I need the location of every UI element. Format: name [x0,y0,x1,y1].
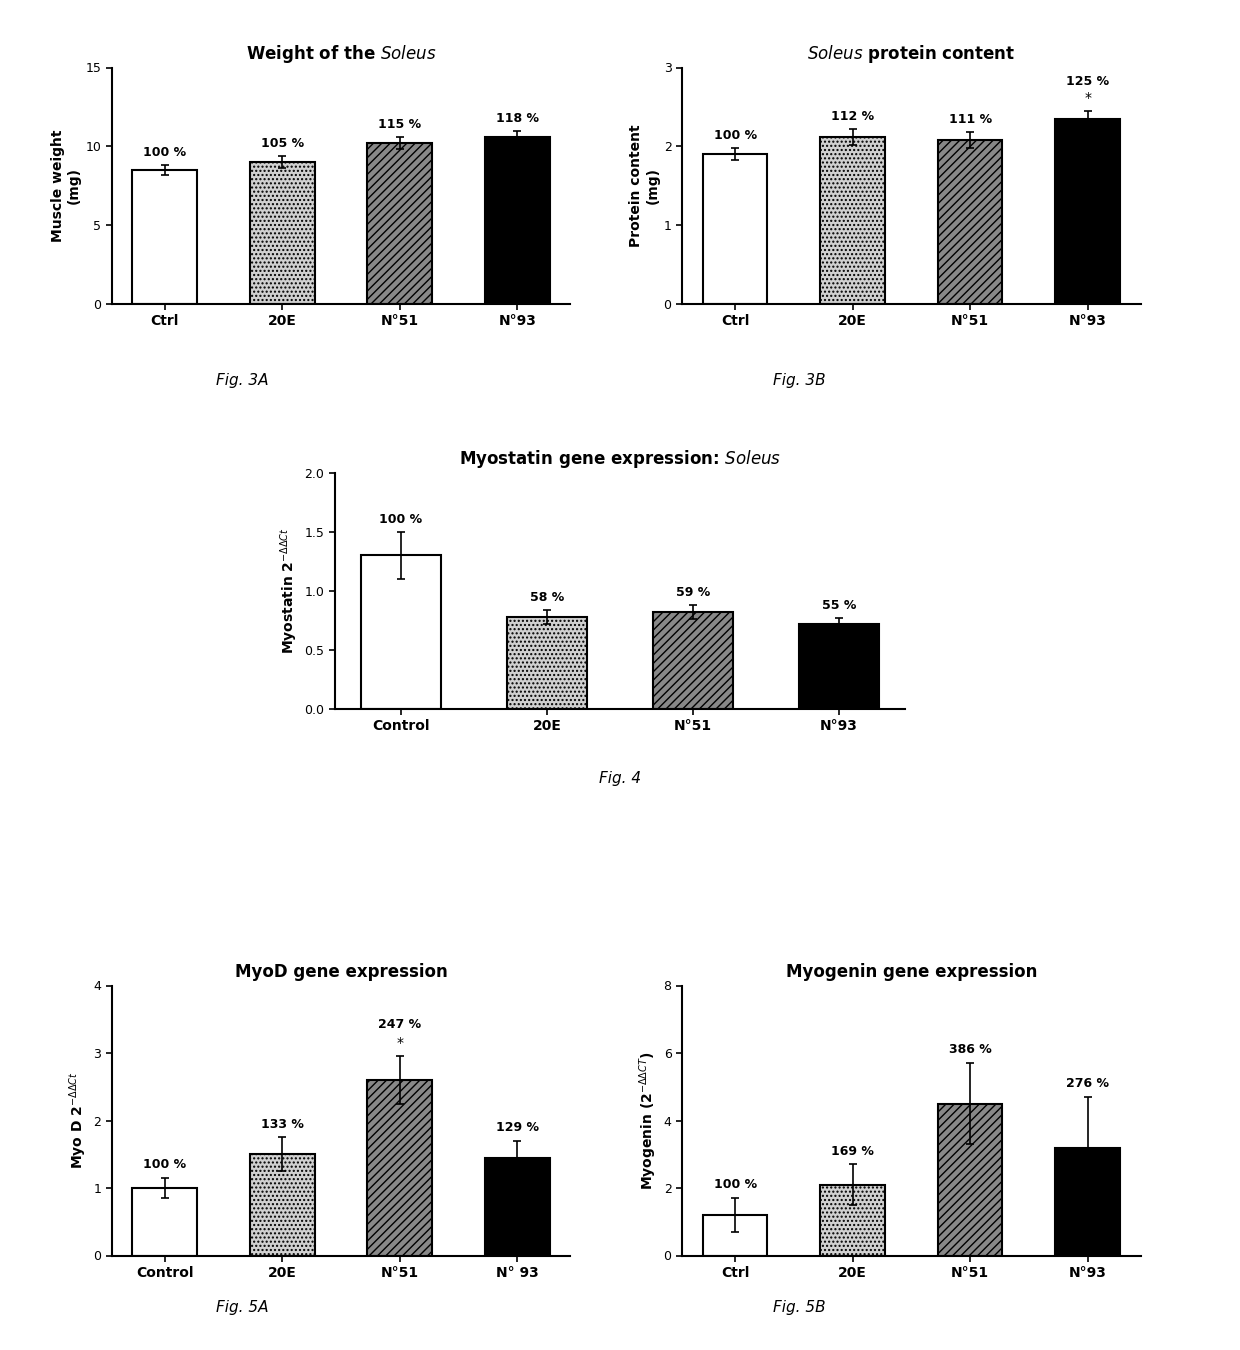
Title: Myogenin gene expression: Myogenin gene expression [786,963,1037,981]
Text: *: * [397,1035,403,1050]
Title: Myostatin gene expression: $\mathit{Soleus}$: Myostatin gene expression: $\mathit{Sole… [459,448,781,470]
Bar [250,162,315,304]
Text: 125 %: 125 % [1066,76,1110,88]
Bar [937,1104,1002,1256]
Bar [821,136,885,304]
Text: 100 %: 100 % [143,146,186,159]
Bar [485,1158,549,1256]
Text: Fig. 4: Fig. 4 [599,771,641,786]
Y-axis label: Myogenin (2$^{-ΔΔCT}$): Myogenin (2$^{-ΔΔCT}$) [637,1052,660,1189]
Text: Fig. 5B: Fig. 5B [774,1300,826,1315]
Text: 386 %: 386 % [949,1044,992,1056]
Bar [133,1188,197,1256]
Text: 105 %: 105 % [260,136,304,150]
Text: 100 %: 100 % [379,513,423,525]
Bar [361,555,441,709]
Text: 111 %: 111 % [949,113,992,126]
Text: 169 %: 169 % [831,1145,874,1157]
Text: 112 %: 112 % [831,109,874,123]
Text: 100 %: 100 % [143,1158,186,1170]
Bar [133,170,197,304]
Bar [937,140,1002,304]
Text: 276 %: 276 % [1066,1077,1109,1091]
Bar [703,154,768,304]
Text: 133 %: 133 % [260,1118,304,1131]
Bar [799,624,879,709]
Y-axis label: Myo D 2$^{-ΔΔCt}$: Myo D 2$^{-ΔΔCt}$ [67,1072,89,1169]
Text: 129 %: 129 % [496,1120,538,1134]
Bar [703,1215,768,1256]
Text: Fig. 5A: Fig. 5A [216,1300,268,1315]
Bar [1055,119,1120,304]
Text: 100 %: 100 % [713,1179,756,1192]
Y-axis label: Protein content
(mg): Protein content (mg) [629,124,660,247]
Bar [1055,1148,1120,1256]
Title: Weight of the $\mathit{Soleus}$: Weight of the $\mathit{Soleus}$ [246,43,436,65]
Bar [821,1185,885,1256]
Bar [653,612,733,709]
Bar [250,1154,315,1256]
Text: 58 %: 58 % [529,590,564,603]
Bar [507,617,587,709]
Text: Fig. 3B: Fig. 3B [774,373,826,387]
Text: 100 %: 100 % [713,128,756,142]
Y-axis label: Myostatin 2$^{-ΔΔCt}$: Myostatin 2$^{-ΔΔCt}$ [279,528,300,653]
Bar [485,136,549,304]
Text: 247 %: 247 % [378,1018,422,1031]
Y-axis label: Muscle weight
(mg): Muscle weight (mg) [51,130,81,242]
Text: *: * [1084,90,1091,105]
Text: 115 %: 115 % [378,117,422,131]
Text: 55 %: 55 % [822,599,857,612]
Title: $\mathit{Soleus}$ protein content: $\mathit{Soleus}$ protein content [807,43,1016,65]
Text: Fig. 3A: Fig. 3A [216,373,268,387]
Bar [367,143,432,304]
Text: 59 %: 59 % [676,586,711,599]
Title: MyoD gene expression: MyoD gene expression [234,963,448,981]
Bar [367,1080,432,1256]
Text: 118 %: 118 % [496,112,538,126]
